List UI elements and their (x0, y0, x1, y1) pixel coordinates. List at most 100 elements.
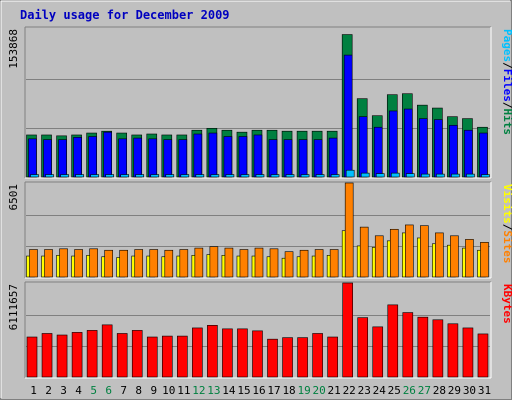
pages-bar-day-12 (195, 174, 205, 178)
sites-bar-day-8 (134, 249, 144, 278)
pages-bar-day-16 (255, 174, 265, 178)
files-bar-day-26 (404, 108, 413, 178)
kbytes-bar-day-11 (177, 335, 188, 378)
x-tick-label-day-31: 31 (478, 384, 491, 397)
files-bar-day-6 (103, 131, 112, 178)
pages-bar-day-25 (390, 172, 400, 178)
bottom-legend: KBytes (501, 284, 512, 324)
kbytes-bar-day-12 (192, 327, 203, 378)
bottom-ymax-label: 6111657 (7, 284, 20, 330)
files-bar-day-31 (479, 132, 488, 178)
pages-bar-day-5 (90, 174, 99, 178)
pages-bar-day-6 (105, 174, 114, 178)
sites-bar-day-9 (149, 249, 159, 278)
files-bar-day-11 (178, 139, 188, 178)
sites-bar-day-25 (389, 228, 399, 278)
kbytes-bar-day-20 (312, 333, 323, 378)
x-axis-day-labels: 1 2 3 4 5 6 7 8 9 10 11 12 13 14 15 16 17 18 19 20 21 22 23 24 2… (30, 384, 491, 397)
files-bar-day-2 (43, 139, 52, 178)
files-bar-day-30 (464, 129, 473, 178)
pages-bar-day-7 (120, 174, 129, 178)
x-tick-label-day-10: 10 (162, 384, 175, 397)
kbytes-bar-day-14 (222, 328, 233, 378)
x-tick-label-day-14: 14 (222, 384, 236, 397)
sites-bar-day-3 (59, 248, 68, 278)
sites-bar-day-30 (465, 239, 474, 278)
files-bar-day-24 (373, 126, 383, 178)
sites-bar-day-1 (29, 249, 38, 278)
kbytes-bar-day-21 (327, 336, 338, 378)
kbytes-bar-day-4 (71, 332, 83, 378)
kbytes-bar-day-5 (86, 330, 98, 378)
pages-bar-day-3 (60, 174, 69, 178)
top-legend-separator: / (501, 62, 512, 69)
files-bar-day-4 (73, 136, 82, 178)
kbytes-bar-day-30 (462, 327, 474, 378)
files-bar-day-23 (358, 116, 368, 178)
kbytes-bar-day-28 (432, 319, 444, 378)
files-bar-day-9 (148, 138, 158, 178)
sites-bar-day-16 (254, 247, 264, 278)
x-tick-label-day-17: 17 (267, 384, 280, 397)
kbytes-bar-day-26 (402, 312, 414, 378)
files-bar-day-8 (133, 137, 143, 178)
kbytes-bar-day-19 (297, 337, 308, 378)
pages-bar-day-20 (315, 174, 325, 178)
x-tick-label-day-1: 1 (30, 384, 37, 397)
chart-title: Daily usage for December 2009 (20, 8, 230, 22)
kbytes-bar-day-25 (387, 304, 399, 378)
x-tick-label-day-16: 16 (252, 384, 265, 397)
files-bar-day-17 (268, 139, 278, 178)
pages-bar-day-19 (300, 174, 310, 178)
pages-bar-day-10 (165, 174, 175, 178)
files-bar-day-21 (328, 137, 338, 178)
middle-legend-visits: Visits (501, 184, 512, 224)
x-tick-label-day-13: 13 (207, 384, 220, 397)
sites-bar-day-4 (74, 249, 83, 278)
sites-bar-day-2 (44, 249, 53, 278)
pages-bar-day-18 (285, 174, 295, 178)
x-tick-label-day-8: 8 (135, 384, 142, 397)
sites-bar-day-31 (480, 241, 489, 278)
top-legend-pages: Pages (501, 29, 512, 62)
top-legend-files: Files (501, 69, 512, 102)
chart-panels: 153868Pages/Files/Hits6501Visits/Sites61… (7, 26, 512, 379)
sites-bar-day-24 (374, 235, 384, 278)
pages-bar-day-27 (421, 173, 430, 178)
kbytes-bar-day-16 (252, 330, 263, 378)
sites-bar-day-19 (299, 249, 309, 278)
pages-bar-day-14 (225, 174, 235, 178)
pages-bar-day-31 (481, 174, 490, 178)
sites-bar-day-15 (239, 249, 249, 278)
files-bar-day-19 (298, 139, 308, 178)
sites-bar-day-12 (194, 247, 204, 278)
pages-bar-day-1 (30, 174, 39, 178)
pages-bar-day-13 (210, 174, 220, 178)
sites-bar-day-20 (314, 249, 324, 278)
sites-bar-day-5 (89, 248, 98, 278)
files-bar-day-13 (208, 132, 218, 178)
kbytes-bar-day-7 (116, 333, 128, 378)
middle-legend: Visits/Sites (501, 184, 512, 264)
sites-bar-day-6 (104, 249, 113, 278)
files-bar-day-5 (88, 136, 97, 178)
sites-bar-day-22 (344, 182, 354, 278)
pages-bar-day-29 (451, 173, 460, 178)
files-bar-day-3 (58, 139, 67, 178)
x-tick-label-day-21: 21 (328, 384, 341, 397)
files-bar-day-22 (343, 54, 353, 178)
files-bar-day-28 (434, 119, 443, 178)
x-tick-label-day-27: 27 (418, 384, 431, 397)
kbytes-bar-day-1 (26, 336, 38, 378)
pages-bar-day-17 (270, 174, 280, 178)
top-legend-separator: / (501, 102, 512, 109)
files-bar-day-15 (238, 136, 248, 178)
sites-bar-day-17 (269, 248, 279, 278)
x-tick-label-day-12: 12 (192, 384, 205, 397)
files-bar-day-12 (193, 133, 203, 178)
top-ymax-label: 153868 (7, 29, 20, 69)
middle-panel: 6501 Visits/Sites (7, 181, 512, 279)
sites-bar-day-27 (420, 225, 429, 278)
sites-bar-day-29 (450, 235, 459, 278)
kbytes-bar-day-27 (417, 316, 429, 378)
